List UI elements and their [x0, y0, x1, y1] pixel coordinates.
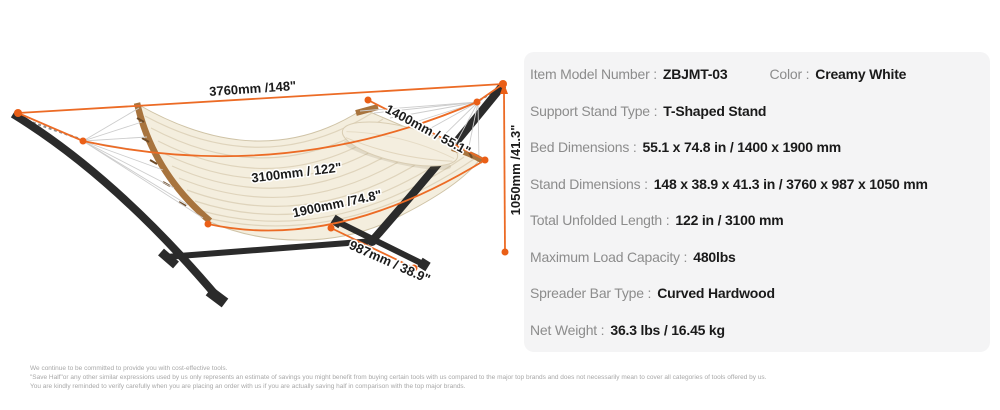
spec-value: 36.3 lbs / 16.45 kg [610, 321, 725, 338]
dim-line-bed-length [207, 159, 486, 232]
dim-line-base-width [330, 227, 415, 269]
spec-row-load-capacity: Maximum Load Capacity : 480lbs [530, 249, 982, 265]
spec-value: 480lbs [693, 248, 736, 265]
spec-label: Stand Dimensions : [530, 175, 648, 192]
stand-left-pole [10, 110, 223, 302]
stand-right-pole [368, 82, 507, 244]
spec-value: T-Shaped Stand [663, 102, 767, 119]
spec-label: Total Unfolded Length : [530, 212, 670, 229]
spec-value: Curved Hardwood [657, 285, 775, 302]
spec-row-stand-dimensions: Stand Dimensions : 148 x 38.9 x 41.3 in … [530, 176, 982, 192]
spec-row-spreader-bar: Spreader Bar Type : Curved Hardwood [530, 285, 982, 301]
hammock-stand [10, 110, 375, 308]
spreader-bar-right-far-tip [355, 104, 379, 116]
spec-value: 55.1 x 74.8 in / 1400 x 1900 mm [642, 139, 842, 156]
dim-label-stand-height: 1050mm /41.3" [508, 125, 520, 216]
hammock-dimension-diagram: 3760mm /148" 1400mm / 55.1" 3100mm / 122… [10, 76, 520, 308]
spec-label: Item Model Number : [530, 66, 657, 82]
footnote-line: You are kindly reminded to verify carefu… [30, 382, 466, 390]
spec-row-model: Item Model Number : ZBJMT-03 Color : Cre… [530, 66, 982, 82]
spec-label: Spreader Bar Type : [530, 285, 652, 302]
spec-value: ZBJMT-03 [662, 66, 728, 82]
stand-crossbar-cap-near [417, 257, 431, 272]
spec-label: Support Stand Type : [530, 102, 658, 119]
spec-label: Bed Dimensions : [530, 139, 637, 156]
spec-row-stand-type: Support Stand Type : T-Shaped Stand [530, 103, 982, 119]
dim-arrow-height-top [500, 83, 508, 94]
spec-value-color: Creamy White [815, 66, 907, 82]
spec-value: 148 x 38.9 x 41.3 in / 3760 x 987 x 1050… [653, 175, 928, 192]
dim-line-stand-height [503, 91, 506, 253]
spec-color-group: Color : Creamy White [769, 66, 906, 82]
dimension-dots [14, 80, 509, 272]
footnotes: We continue to be committed to provide y… [30, 365, 980, 392]
spec-row-bed-dimensions: Bed Dimensions : 55.1 x 74.8 in / 1400 x… [530, 139, 982, 155]
spec-panel: Item Model Number : ZBJMT-03 Color : Cre… [524, 52, 990, 352]
footnote-line: We continue to be committed to provide y… [30, 365, 228, 372]
spec-label-color: Color : [769, 66, 810, 82]
stand-left-foot-cap [205, 286, 229, 308]
stand-bottom-rail [165, 238, 375, 260]
dimension-lines [17, 83, 506, 269]
dim-line-bed-width [367, 99, 486, 161]
dim-line-overall-length [17, 83, 504, 114]
spec-row-unfolded-length: Total Unfolded Length : 122 in / 3100 mm [530, 212, 982, 228]
spec-row-net-weight: Net Weight : 36.3 lbs / 16.45 kg [530, 322, 982, 338]
footnote-line: "Save Half"or any other similar expressi… [30, 373, 767, 381]
spec-label: Net Weight : [530, 321, 605, 338]
stand-t-crossbar [334, 218, 427, 268]
spec-value: 122 in / 3100 mm [675, 212, 784, 229]
stand-junction [367, 236, 377, 246]
spec-label: Maximum Load Capacity : [530, 248, 688, 265]
dim-label-overall-length: 3760mm /148" [209, 78, 297, 99]
dim-line-unfolded-length [17, 83, 504, 158]
